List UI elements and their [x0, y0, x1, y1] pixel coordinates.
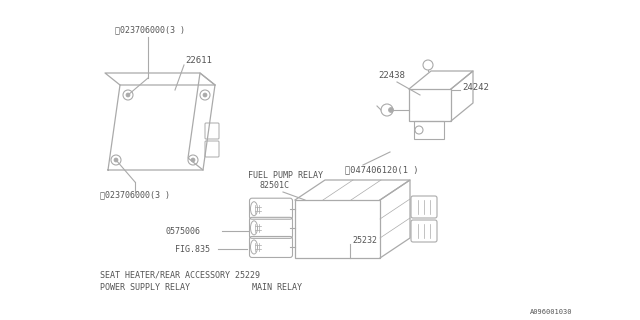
Text: A096001030: A096001030 [530, 309, 573, 315]
Text: FIG.835: FIG.835 [175, 244, 210, 253]
Bar [414, 121, 444, 139]
Text: 22438: 22438 [378, 70, 405, 79]
Circle shape [388, 108, 394, 113]
Circle shape [126, 93, 130, 97]
Text: 25232: 25232 [352, 236, 377, 244]
Text: ⓝ023706000(3 ): ⓝ023706000(3 ) [100, 190, 170, 199]
Text: 24242: 24242 [462, 83, 489, 92]
Text: FUEL PUMP RELAY: FUEL PUMP RELAY [248, 171, 323, 180]
Bar [295, 200, 380, 258]
Text: ⓝ023706000(3 ): ⓝ023706000(3 ) [115, 26, 185, 35]
Circle shape [191, 158, 195, 162]
Bar [409, 89, 451, 121]
Text: Ⓝ047406120(1 ): Ⓝ047406120(1 ) [345, 165, 419, 174]
Circle shape [203, 93, 207, 97]
Text: POWER SUPPLY RELAY: POWER SUPPLY RELAY [100, 283, 190, 292]
Text: SEAT HEATER/REAR ACCESSORY 25229: SEAT HEATER/REAR ACCESSORY 25229 [100, 270, 260, 279]
Text: 0575006: 0575006 [165, 227, 200, 236]
Text: 22611: 22611 [185, 55, 212, 65]
Circle shape [114, 158, 118, 162]
Text: 82501C: 82501C [260, 180, 290, 189]
Text: MAIN RELAY: MAIN RELAY [252, 283, 302, 292]
